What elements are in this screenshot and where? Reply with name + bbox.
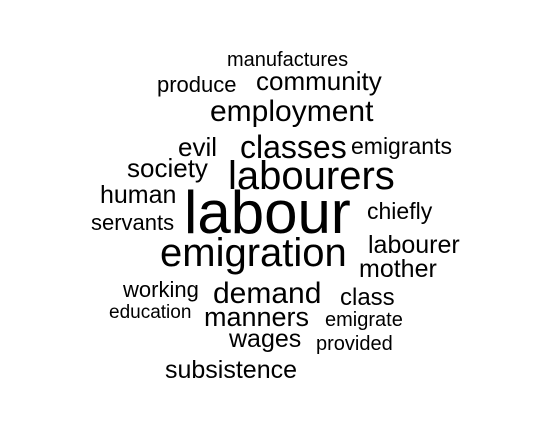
word-emigration: emigration — [160, 231, 347, 275]
word-community: community — [256, 66, 382, 96]
word-classes: classes — [240, 129, 347, 165]
word-provided: provided — [316, 333, 393, 355]
word-wages: wages — [229, 325, 302, 353]
word-labourers: labourers — [228, 154, 395, 198]
word-working: working — [123, 277, 199, 302]
word-society: society — [127, 153, 208, 183]
word-labourer: labourer — [368, 231, 460, 259]
word-education: education — [109, 302, 192, 323]
word-mother: mother — [359, 255, 437, 283]
word-emigrate: emigrate — [325, 309, 403, 331]
word-employment: employment — [210, 95, 374, 128]
word-chiefly: chiefly — [367, 198, 433, 224]
word-manufactures: manufactures — [227, 49, 349, 71]
word-evil: evil — [178, 132, 218, 162]
word-class: class — [340, 284, 395, 311]
word-produce: produce — [157, 72, 237, 97]
word-labour: labour — [184, 179, 351, 246]
word-servants: servants — [91, 210, 175, 235]
word-demand: demand — [213, 277, 322, 310]
word-subsistence: subsistence — [165, 356, 298, 384]
word-human: human — [100, 181, 177, 209]
word-manners: manners — [204, 302, 310, 332]
word-emigrants: emigrants — [351, 133, 452, 159]
